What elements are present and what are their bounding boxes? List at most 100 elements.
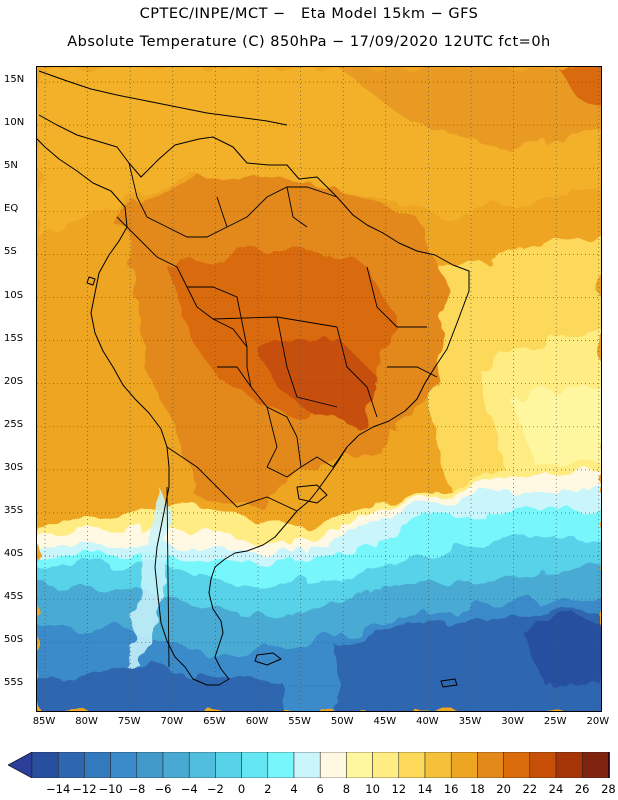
- lat-label: 5S: [4, 246, 17, 258]
- andes-cool: [127, 487, 169, 667]
- colorbar-swatch: [581, 752, 609, 778]
- border-west: [116, 216, 302, 468]
- colorbar-swatch: [267, 752, 295, 778]
- colorbar-label: 26: [574, 782, 590, 796]
- colorbar-over-arrow: [608, 752, 610, 778]
- colorbar-label: 20: [496, 782, 511, 796]
- colorbar-label: −6: [154, 782, 172, 796]
- border-chile-argentina: [166, 486, 170, 668]
- colorbar-swatch: [136, 752, 164, 778]
- lon-label: 45W: [373, 716, 397, 727]
- border-southeast: [300, 446, 348, 468]
- colorbar-label: 28: [601, 782, 616, 796]
- border-paraguay: [266, 406, 302, 478]
- caribbean-coast: [38, 70, 288, 126]
- border-guianas: [286, 186, 308, 228]
- colorbar-label: 6: [316, 782, 324, 796]
- colorbar-swatch: [319, 752, 347, 778]
- field-south-cold: [37, 667, 287, 711]
- colorbar: [8, 752, 610, 778]
- colorbar-swatch: [188, 752, 216, 778]
- colorbar-swatch: [555, 752, 583, 778]
- border-north: [128, 162, 338, 238]
- field-ne: [337, 67, 601, 147]
- colorbar-label: −12: [72, 782, 97, 796]
- colorbar-swatch: [57, 752, 85, 778]
- lon-label: 65W: [203, 716, 226, 727]
- colorbar-swatch: [503, 752, 531, 778]
- lon-label: 55W: [288, 716, 311, 727]
- border-state-5: [387, 366, 438, 378]
- lat-label: 30S: [4, 461, 24, 473]
- colorbar-label: 14: [417, 782, 433, 796]
- lat-label: 45S: [4, 591, 24, 603]
- lat-label: 50S: [4, 634, 24, 646]
- lat-label: 35S: [4, 505, 24, 516]
- colorbar-label: 10: [365, 782, 380, 796]
- lon-label: 85W: [32, 716, 56, 727]
- lon-label: 80W: [75, 716, 98, 727]
- lon-label: 25W: [543, 716, 567, 727]
- title-line-1: CPTEC/INPE/MCT − Eta Model 15km − GFS: [139, 6, 479, 22]
- colorbar-label: −10: [98, 782, 123, 796]
- colorbar-swatch: [110, 752, 138, 778]
- lon-label: 70W: [160, 716, 184, 727]
- field-pacific: [37, 217, 187, 537]
- temperature-field: [37, 67, 601, 711]
- lon-label: 50W: [330, 716, 354, 727]
- south-america-coast: [37, 114, 470, 686]
- field-cold-core: [517, 617, 601, 687]
- lat-label: 5N: [4, 160, 18, 172]
- border-peru-bolivia: [187, 286, 248, 348]
- falklands-east: [254, 652, 282, 666]
- colorbar-swatch: [477, 752, 504, 778]
- border-argentina-north: [166, 446, 298, 512]
- colorbar-swatch: [372, 752, 400, 778]
- lat-label: 10S: [4, 289, 24, 301]
- lat-label: 25S: [4, 418, 24, 430]
- colorbar-label: 2: [264, 782, 272, 796]
- colorbar-swatch: [450, 752, 478, 778]
- lat-label: 15N: [4, 74, 25, 85]
- colorbar-swatch: [398, 752, 426, 778]
- galapagos: [86, 276, 96, 286]
- lat-label: 55S: [4, 677, 24, 689]
- colorbar-label: 8: [342, 782, 351, 796]
- colorbar-swatch: [162, 752, 190, 778]
- colorbar-swatch: [215, 752, 242, 778]
- lat-label: 20S: [4, 375, 24, 387]
- lat-label: EQ: [4, 203, 19, 215]
- colorbar-swatch: [424, 752, 452, 778]
- border-bolivia-south: [217, 366, 252, 388]
- colorbar-swatch: [346, 752, 373, 778]
- lon-label: 20W: [586, 716, 610, 727]
- colorbar-swatch: [241, 752, 269, 778]
- border-state-2: [276, 316, 338, 408]
- lon-label: 75W: [117, 716, 141, 727]
- andes-field: [127, 487, 169, 667]
- colorbar-label: 22: [522, 782, 538, 796]
- colorbar-label: −4: [180, 782, 198, 796]
- title-line-2: Absolute Temperature (C) 850hPa − 17/09/…: [67, 34, 551, 50]
- colorbar-swatch: [31, 752, 59, 778]
- colorbar-label: 18: [470, 782, 485, 796]
- lat-label: 40S: [4, 548, 24, 560]
- border-state-3: [336, 326, 378, 418]
- colorbar-label: 0: [237, 782, 246, 796]
- colorbar-label: 4: [290, 782, 298, 796]
- lat-label: 15S: [4, 332, 24, 344]
- south-georgia: [440, 678, 458, 688]
- colorbar-label: −8: [128, 782, 146, 796]
- map-canvas: [37, 67, 601, 711]
- colorbar-swatch: [529, 752, 557, 778]
- lon-label: 35W: [458, 716, 482, 727]
- lon-label: 30W: [501, 716, 524, 727]
- colorbar-label: −14: [46, 782, 71, 796]
- colorbar-label: 24: [548, 782, 564, 796]
- border-state-4: [366, 266, 427, 328]
- field-ne-hot: [557, 67, 601, 107]
- country-borders: [116, 162, 438, 668]
- border-venezuela: [216, 196, 228, 228]
- field-hot-core: [257, 337, 377, 427]
- temperature-map: [36, 66, 602, 712]
